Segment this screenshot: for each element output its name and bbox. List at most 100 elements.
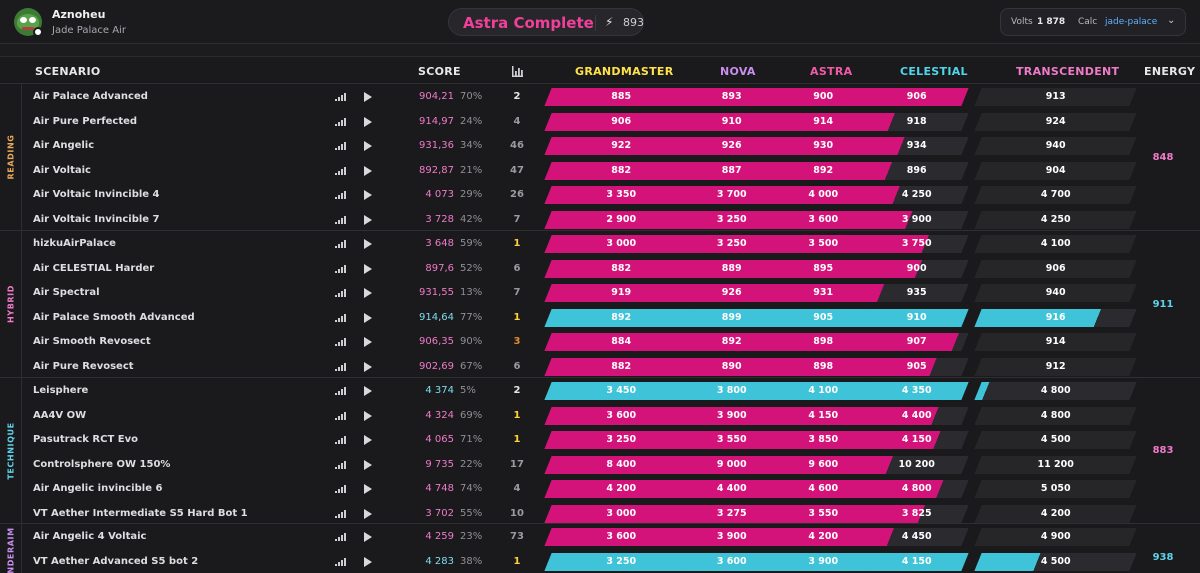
avatar[interactable] (14, 8, 42, 36)
scenario-row[interactable]: Air Voltaic 892,87 21% 47 882 887 892 896 904 (22, 159, 1200, 183)
signal-bars-icon[interactable] (335, 436, 347, 444)
signal-bars-icon[interactable] (335, 509, 347, 518)
scenario-name[interactable]: VT Aether Advanced S5 bot 2 (33, 555, 199, 567)
scenario-row[interactable]: AA4V OW 4 324 69% 1 3 600 3 900 4 150 4 400 4 80… (22, 404, 1200, 428)
scenario-row[interactable]: Air Palace Advanced 904,21 70% 2 885 893 900 90… (22, 85, 1200, 109)
play-icon[interactable] (364, 459, 372, 470)
threshold-value: 4 100 (808, 385, 839, 396)
scenario-row[interactable]: Air Smooth Revosect 906,35 90% 3 884 892 898 90… (22, 330, 1200, 354)
scenario-name[interactable]: Air Smooth Revosect (33, 336, 151, 347)
threshold-cell-nova: 892 (681, 333, 782, 351)
play-icon[interactable] (364, 141, 372, 151)
play-icon[interactable] (364, 484, 372, 494)
play-icon[interactable] (364, 239, 372, 249)
col-header-nova[interactable]: NOVA (720, 65, 756, 78)
signal-bars-icon[interactable] (335, 142, 347, 150)
scenario-name[interactable]: Controlsphere OW 150% (33, 458, 171, 470)
signal-bars-icon[interactable] (335, 264, 347, 273)
play-icon[interactable] (364, 337, 372, 347)
scenario-name[interactable]: Air Spectral (33, 287, 100, 298)
play-icon[interactable] (364, 92, 372, 102)
scenario-name[interactable]: Air Angelic (33, 140, 95, 151)
calc-value[interactable]: jade-palace (1105, 17, 1158, 27)
threshold-cell-grandmaster: 882 (544, 259, 698, 278)
scenario-name[interactable]: Air Voltaic (33, 164, 91, 176)
score-value: 892,87 (419, 164, 454, 176)
col-header-energy[interactable]: ENERGY (1144, 65, 1196, 78)
play-icon[interactable] (364, 312, 372, 323)
scenario-name[interactable]: Air Voltaic Invincible 4 (33, 189, 160, 200)
signal-bars-icon[interactable] (335, 289, 347, 297)
scenario-row[interactable]: VT Aether Advanced S5 bot 2 4 283 38% 1 3 25… (22, 550, 1200, 573)
play-icon[interactable] (364, 116, 372, 127)
play-icon[interactable] (364, 165, 372, 176)
signal-bars-icon[interactable] (335, 93, 347, 101)
signal-bars-icon[interactable] (335, 313, 347, 322)
signal-bars-icon[interactable] (335, 411, 347, 420)
play-icon[interactable] (364, 435, 372, 445)
scenario-row[interactable]: Air CELESTIAL Harder 897,6 52% 6 882 889 895 90… (22, 257, 1200, 281)
signal-bars-icon[interactable] (335, 166, 347, 175)
signal-bars-icon[interactable] (335, 387, 347, 395)
play-icon[interactable] (364, 263, 372, 274)
col-header-transcendent[interactable]: TRANSCENDENT (1016, 65, 1120, 78)
play-icon[interactable] (364, 386, 372, 396)
signal-bars-icon[interactable] (335, 215, 347, 224)
scenario-row[interactable]: Air Voltaic Invincible 7 3 728 42% 7 2 900 3 … (22, 208, 1200, 232)
scenario-row[interactable]: Air Spectral 931,55 13% 7 919 926 931 935 940 (22, 281, 1200, 305)
calc-label: Calc (1078, 17, 1098, 27)
scenario-row[interactable]: VT Aether Intermediate S5 Hard Bot 1 3 70… (22, 502, 1200, 526)
col-header-scenario[interactable]: SCENARIO (35, 65, 101, 78)
scenario-row[interactable]: hizkuAirPalace 3 648 59% 1 3 000 3 250 3 500 3 … (22, 232, 1200, 256)
scenario-row[interactable]: Pasutrack RCT Evo 4 065 71% 1 3 250 3 550 3 85… (22, 428, 1200, 452)
scenario-name[interactable]: AA4V OW (33, 409, 87, 421)
scenario-row[interactable]: Air Palace Smooth Advanced 914,64 77% 1 892 8… (22, 306, 1200, 330)
chevron-down-icon[interactable]: ⌄ (1167, 15, 1176, 26)
play-icon[interactable] (364, 508, 372, 519)
scenario-name[interactable]: VT Aether Intermediate S5 Hard Bot 1 (33, 507, 248, 519)
scenario-name[interactable]: Air Palace Advanced (33, 91, 148, 102)
play-icon[interactable] (364, 361, 372, 372)
scenario-row[interactable]: Controlsphere OW 150% 9 735 22% 17 8 400 9 00… (22, 453, 1200, 477)
play-icon[interactable] (364, 214, 372, 225)
scenario-name[interactable]: Air Pure Revosect (33, 360, 134, 372)
scenario-row[interactable]: Air Angelic 931,36 34% 46 922 926 930 934 940 (22, 134, 1200, 158)
scenario-name[interactable]: Air Angelic invincible 6 (33, 483, 163, 494)
scenario-row[interactable]: Air Pure Perfected 914,97 24% 4 906 910 914 918… (22, 110, 1200, 134)
scenario-name[interactable]: hizkuAirPalace (33, 238, 116, 249)
play-icon[interactable] (364, 556, 372, 567)
signal-bars-icon[interactable] (335, 485, 347, 493)
signal-bars-icon[interactable] (335, 117, 347, 126)
scenario-row[interactable]: Air Voltaic Invincible 4 4 073 29% 26 3 350 3… (22, 183, 1200, 207)
scenario-name[interactable]: Air Voltaic Invincible 7 (33, 213, 160, 225)
col-header-grandmaster[interactable]: GRANDMASTER (575, 65, 674, 78)
calc-selector[interactable]: Volts 1 878 Calc jade-palace ⌄ (1000, 8, 1186, 36)
play-icon[interactable] (364, 410, 372, 421)
col-header-celestial[interactable]: CELESTIAL (900, 65, 968, 78)
col-header-score[interactable]: SCORE (418, 65, 461, 78)
score-percent: 38% (460, 555, 483, 567)
scenario-row[interactable]: Air Pure Revosect 902,69 67% 6 882 890 898 905 9… (22, 355, 1200, 379)
scenario-row[interactable]: Air Angelic 4 Voltaic 4 259 23% 73 3 600 3 90… (22, 525, 1200, 549)
signal-bars-icon[interactable] (335, 362, 347, 371)
scenario-name[interactable]: Leisphere (33, 385, 89, 396)
scenario-row[interactable]: Leisphere 4 374 5% 2 3 450 3 800 4 100 4 350 4 8… (22, 379, 1200, 403)
scenario-row[interactable]: Air Angelic invincible 6 4 748 74% 4 4 200 4 … (22, 477, 1200, 501)
signal-bars-icon[interactable] (335, 240, 347, 248)
play-icon[interactable] (364, 532, 372, 542)
leaderboard-icon[interactable] (512, 66, 523, 77)
signal-bars-icon[interactable] (335, 338, 347, 346)
scenario-name[interactable]: Air Pure Perfected (33, 115, 138, 127)
col-header-astra[interactable]: ASTRA (810, 65, 853, 78)
scenario-name[interactable]: Air CELESTIAL Harder (33, 262, 155, 274)
user-name[interactable]: Aznoheu (52, 8, 106, 21)
scenario-name[interactable]: Air Palace Smooth Advanced (33, 311, 195, 323)
signal-bars-icon[interactable] (335, 460, 347, 469)
scenario-name[interactable]: Pasutrack RCT Evo (33, 434, 138, 445)
signal-bars-icon[interactable] (335, 191, 347, 199)
signal-bars-icon[interactable] (335, 557, 347, 566)
play-icon[interactable] (364, 190, 372, 200)
scenario-name[interactable]: Air Angelic 4 Voltaic (33, 531, 147, 542)
play-icon[interactable] (364, 288, 372, 298)
signal-bars-icon[interactable] (335, 533, 347, 541)
